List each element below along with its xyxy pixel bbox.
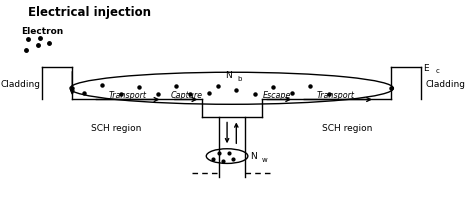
Text: N: N [250,152,257,161]
Text: SCH region: SCH region [91,124,141,133]
Text: w: w [262,157,267,163]
Text: Capture: Capture [171,91,202,100]
Text: SCH region: SCH region [322,124,373,133]
Text: E: E [423,64,429,73]
Text: Electron: Electron [21,27,64,36]
Text: Transport: Transport [109,91,147,100]
Text: Electrical injection: Electrical injection [28,6,151,19]
Text: Cladding: Cladding [0,80,41,89]
Text: Escape: Escape [263,91,291,100]
Text: Transport: Transport [317,91,355,100]
Text: Cladding: Cladding [426,80,466,89]
Text: c: c [436,68,440,74]
Text: b: b [237,76,242,82]
Text: N: N [225,72,231,80]
